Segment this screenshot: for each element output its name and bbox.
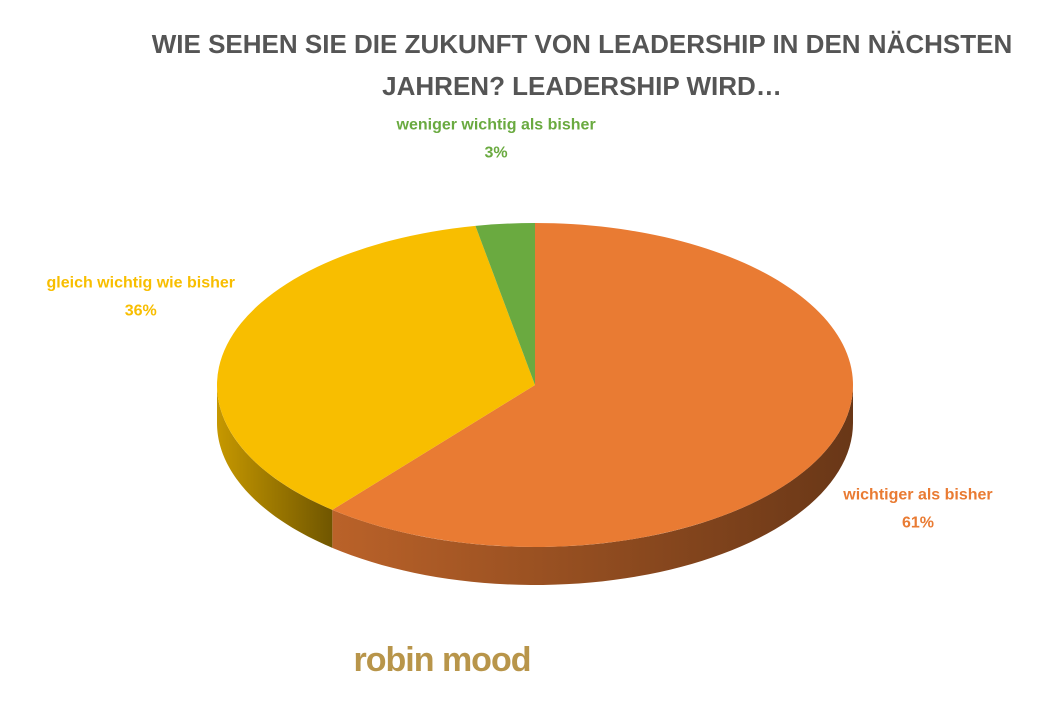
pie-side	[332, 385, 853, 585]
pie-side	[217, 385, 333, 548]
value-label: 36%	[125, 303, 157, 320]
chart-title: JAHREN? LEADERSHIP WIRD…	[382, 71, 782, 101]
category-label: wichtiger als bisher	[842, 486, 992, 503]
pie-slice	[216, 225, 535, 510]
category-label: gleich wichtig wie bisher	[47, 275, 235, 292]
category-label: weniger wichtig als bisher	[396, 117, 596, 134]
pie-slice	[332, 223, 853, 547]
logo: robin mood	[354, 641, 531, 679]
pie-slice	[475, 223, 535, 385]
value-label: 3%	[485, 145, 508, 162]
value-label: 61%	[902, 514, 934, 531]
chart-title: WIE SEHEN SIE DIE ZUKUNFT VON LEADERSHIP…	[152, 29, 1013, 59]
